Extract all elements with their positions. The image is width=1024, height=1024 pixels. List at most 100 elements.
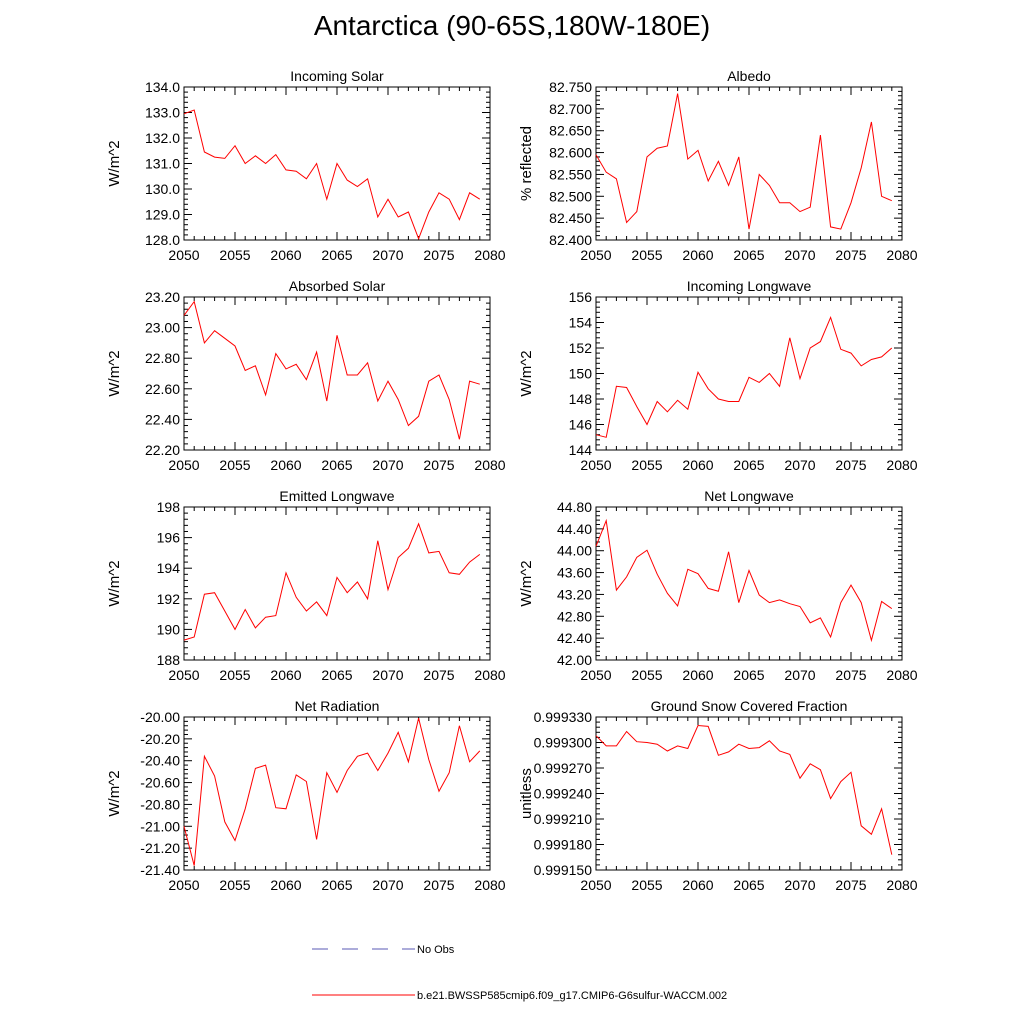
y-tick-label: 131.0 [145, 156, 180, 172]
series-line-model [183, 300, 480, 440]
y-tick-label: 44.40 [557, 521, 592, 537]
y-tick-label: 23.00 [145, 320, 180, 336]
y-tick-label: 0.999270 [534, 760, 593, 776]
y-tick-label: 192 [157, 591, 181, 607]
x-tick-label: 2065 [321, 667, 352, 683]
y-tick-label: -20.40 [140, 753, 180, 769]
x-tick-label: 2060 [682, 247, 713, 263]
y-tick-label: 44.80 [557, 499, 592, 515]
x-tick-label: 2055 [631, 457, 662, 473]
y-tick-label: 82.650 [549, 123, 592, 139]
x-tick-label: 2080 [886, 877, 917, 893]
y-tick-label: 130.0 [145, 181, 180, 197]
y-axis-label: W/m^2 [518, 560, 535, 606]
y-tick-label: 22.60 [145, 381, 180, 397]
x-tick-label: 2060 [682, 877, 713, 893]
x-tick-label: 2050 [168, 667, 199, 683]
y-tick-label: 152 [569, 340, 593, 356]
legend-label-model: b.e21.BWSSP585cmip6.f09_g17.CMIP6-G6sulf… [417, 990, 727, 1002]
panel-4: Incoming Longwave W/m^2 2050 2055 2060 2065 20… [518, 278, 918, 473]
x-tick-label: 2055 [219, 457, 250, 473]
panel-1: Incoming Solar W/m^2 2050 2055 2060 2065 2070 2… [106, 68, 506, 263]
x-tick-label: 2065 [321, 877, 352, 893]
y-tick-label: 154 [569, 315, 593, 331]
legend-label-obs: No Obs [417, 944, 455, 956]
panel-6: Net Longwave W/m^2 2050 2055 2060 2065 2070 207… [518, 488, 918, 683]
plot-frame [595, 86, 903, 241]
y-tick-label: 42.40 [557, 630, 592, 646]
series-line-model [183, 522, 481, 641]
x-tick-label: 2075 [423, 457, 454, 473]
x-tick-label: 2050 [168, 457, 199, 473]
x-tick-label: 2080 [474, 877, 505, 893]
y-tick-label: 128.0 [145, 232, 180, 248]
y-tick-label: 22.20 [145, 442, 180, 458]
y-tick-label: 0.999300 [534, 735, 593, 751]
plot-frame [183, 506, 491, 661]
x-tick-label: 2075 [835, 667, 866, 683]
y-tick-label: 0.999150 [534, 862, 593, 878]
y-tick-label: 146 [569, 417, 593, 433]
x-tick-label: 2055 [631, 877, 662, 893]
x-tick-label: 2065 [321, 457, 352, 473]
y-tick-label: 156 [569, 289, 593, 305]
x-tick-label: 2080 [474, 667, 505, 683]
panel-title: Net Radiation [295, 698, 380, 714]
plot-frame [595, 296, 903, 451]
series-line-model [595, 724, 893, 855]
x-tick-label: 2055 [219, 667, 250, 683]
y-axis-label: W/m^2 [106, 560, 123, 606]
x-tick-label: 2075 [835, 457, 866, 473]
plot-frame [595, 506, 903, 661]
x-tick-label: 2065 [733, 247, 764, 263]
y-tick-label: 43.20 [557, 586, 592, 602]
panel-title: Incoming Solar [290, 68, 384, 84]
x-tick-label: 2075 [423, 667, 454, 683]
x-tick-label: 2055 [631, 667, 662, 683]
panel-title: Albedo [727, 68, 771, 84]
y-tick-label: 0.999180 [534, 837, 593, 853]
panel-title: Emitted Longwave [279, 488, 394, 504]
panel-8: Ground Snow Covered Fraction unitless 2050… [518, 698, 918, 893]
legend: No Obs b.e21.BWSSP585cmip6.f09_g17.CMIP6-… [312, 944, 727, 1002]
x-tick-label: 2055 [219, 247, 250, 263]
series-line-model [595, 93, 892, 230]
x-tick-label: 2070 [784, 667, 815, 683]
x-tick-label: 2050 [168, 247, 199, 263]
y-tick-label: 0.999330 [534, 709, 593, 725]
y-tick-label: -20.60 [140, 775, 180, 791]
x-tick-label: 2065 [321, 247, 352, 263]
y-tick-label: 144 [569, 442, 593, 458]
y-tick-label: 22.40 [145, 411, 180, 427]
y-tick-label: -21.00 [140, 818, 180, 834]
series-line-model [183, 717, 481, 866]
y-tick-label: 188 [157, 652, 181, 668]
y-tick-label: 22.80 [145, 350, 180, 366]
plot-frame [595, 716, 903, 871]
y-axis-label: W/m^2 [106, 350, 123, 396]
y-tick-label: 133.0 [145, 105, 180, 121]
x-tick-label: 2065 [733, 667, 764, 683]
x-tick-label: 2070 [372, 247, 403, 263]
x-tick-label: 2080 [474, 247, 505, 263]
y-tick-label: 23.20 [145, 289, 180, 305]
y-tick-label: 82.500 [549, 188, 592, 204]
y-tick-label: -21.20 [140, 840, 180, 856]
x-tick-label: 2070 [784, 877, 815, 893]
x-tick-label: 2075 [423, 247, 454, 263]
y-tick-label: 82.700 [549, 101, 592, 117]
x-tick-label: 2055 [631, 247, 662, 263]
x-tick-label: 2070 [784, 457, 815, 473]
x-tick-label: 2050 [580, 457, 611, 473]
series-line-model [595, 518, 893, 643]
x-tick-label: 2070 [784, 247, 815, 263]
x-tick-label: 2060 [270, 457, 301, 473]
x-tick-label: 2050 [168, 877, 199, 893]
x-tick-label: 2060 [270, 667, 301, 683]
x-tick-label: 2075 [835, 247, 866, 263]
y-tick-label: 194 [157, 560, 181, 576]
y-tick-label: 82.450 [549, 210, 592, 226]
panel-title: Incoming Longwave [687, 278, 812, 294]
y-axis-label: W/m^2 [518, 350, 535, 396]
plot-frame [183, 716, 491, 871]
